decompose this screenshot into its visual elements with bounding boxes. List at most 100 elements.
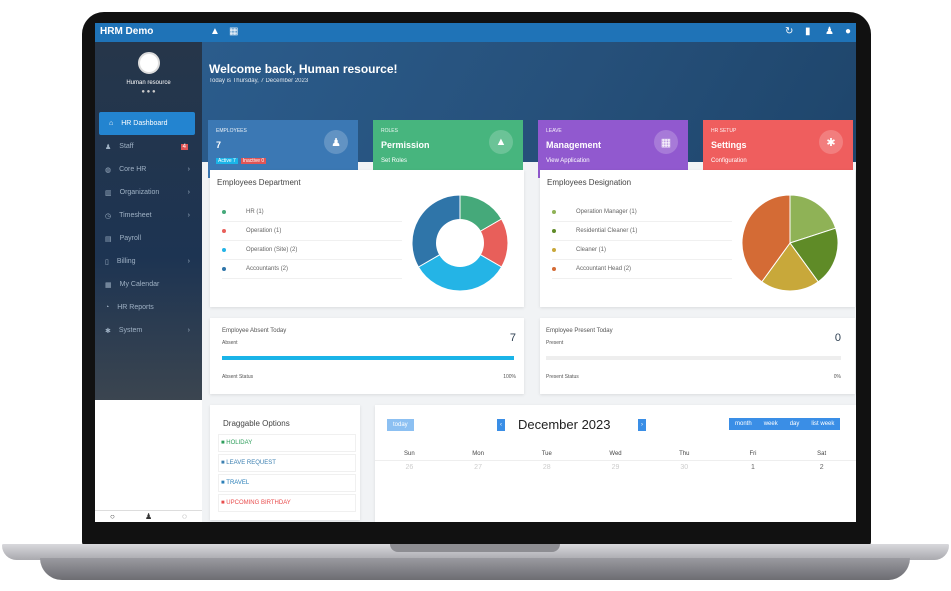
present-count: 0: [834, 332, 841, 344]
prev-month-button[interactable]: ‹: [497, 419, 505, 431]
weekday-label: Sat: [817, 451, 827, 457]
sidebar-item-staff[interactable]: ♟ Staff 4: [95, 135, 202, 158]
legend-item: Cleaner (1): [552, 241, 732, 260]
welcome-title: Welcome back, Human resource!: [209, 62, 398, 76]
next-month-button[interactable]: ›: [638, 419, 646, 431]
summary-card-1[interactable]: ROLES Permission Set Roles ▲: [373, 120, 523, 178]
draggable-event[interactable]: ■ UPCOMING BIRTHDAY: [218, 494, 356, 512]
sidebar: Human resource ● ● ● ⌂ HR Dashboard ♟ Staff…: [95, 42, 202, 400]
sidebar-item-organization[interactable]: ▥ Organization ›: [95, 181, 202, 204]
calendar-day[interactable]: 27: [474, 464, 482, 471]
summary-card-0[interactable]: EMPLOYEES 7 Active 7 Inactive 0 ♟: [208, 120, 358, 178]
calendar-month-title: December 2023: [518, 417, 611, 432]
slice-accountant-head[interactable]: [741, 194, 791, 283]
sidebar-item-my-calendar[interactable]: ▦ My Calendar: [95, 273, 202, 296]
calendar-icon: ▦: [654, 130, 678, 154]
draggable-event[interactable]: ■ LEAVE REQUEST: [218, 454, 356, 472]
card-value: 7: [216, 140, 222, 150]
gear-icon: ✱: [819, 130, 843, 154]
legend-label: Cleaner (1): [576, 247, 607, 253]
sidebar-item-system[interactable]: ✱ System ›: [95, 319, 202, 342]
present-status: Present Status: [546, 374, 579, 380]
lock-icon[interactable]: ▮: [805, 26, 811, 37]
event-icon: ■: [221, 440, 227, 446]
slice-operation-manager[interactable]: [789, 194, 837, 244]
sidebar-item-hr-dashboard[interactable]: ⌂ HR Dashboard: [99, 112, 195, 135]
sidebar-item-hr-reports[interactable]: ◔ HR Reports: [95, 296, 202, 319]
settings-icon[interactable]: ○: [110, 512, 115, 521]
event-label: LEAVE REQUEST: [226, 460, 276, 466]
sidebar-item-label: HR Reports: [117, 304, 154, 311]
slice-residential-cleaner[interactable]: [789, 227, 839, 283]
view-week[interactable]: week: [757, 418, 784, 430]
card-badges: Active 7 Inactive 0: [216, 158, 350, 164]
present-percent: 0%: [833, 374, 841, 380]
slice-cleaner[interactable]: [761, 242, 819, 292]
legend-dot: [222, 248, 226, 252]
bell-icon[interactable]: ▲: [210, 26, 220, 37]
calendar-day[interactable]: 26: [405, 464, 414, 471]
sidebar-item-payroll[interactable]: ▤ Payroll: [95, 227, 202, 250]
view-month[interactable]: month: [729, 418, 758, 430]
app-title[interactable]: HRM Demo: [100, 26, 154, 37]
lock-icon: ▲: [489, 130, 513, 154]
absent-title: Employee Absent Today: [222, 328, 287, 334]
grid-icon[interactable]: ▦: [229, 26, 239, 37]
gear-icon: ✱: [105, 327, 111, 335]
chevron-right-icon: ›: [187, 327, 190, 334]
sidebar-item-billing[interactable]: ▯ Billing ›: [95, 250, 202, 273]
event-icon: ■: [221, 480, 227, 486]
weekday-label: Mon: [472, 451, 484, 457]
card-label: HR SETUP: [711, 128, 737, 134]
user-status-icons: ● ● ●: [141, 89, 156, 95]
calendar-day[interactable]: 29: [611, 464, 620, 471]
calendar-day[interactable]: 28: [542, 464, 551, 471]
event-icon: ■: [221, 460, 227, 466]
sidebar-item-label: My Calendar: [119, 281, 160, 288]
calendar-day[interactable]: 1: [751, 464, 755, 471]
profile-icon[interactable]: ♟: [144, 512, 153, 521]
event-icon: ■: [221, 500, 227, 506]
user-icon: ♟: [105, 143, 112, 151]
building-icon: ▥: [105, 189, 112, 197]
present-sub: Present: [546, 340, 564, 346]
user-icon[interactable]: ♟: [825, 26, 834, 37]
count-badge: 4: [180, 143, 188, 150]
logout-icon[interactable]: ◌: [182, 512, 187, 521]
sidebar-item-timesheet[interactable]: ◷ Timesheet ›: [95, 204, 202, 227]
sidebar-item-label: Timesheet: [119, 212, 152, 219]
refresh-icon[interactable]: ↻: [785, 26, 794, 37]
laptop-notch: [390, 544, 560, 552]
legend-item: Operation (Site) (2): [222, 241, 402, 260]
today-button[interactable]: today: [387, 419, 414, 431]
draggable-event[interactable]: ■ HOLIDAY: [218, 434, 356, 452]
summary-card-2[interactable]: LEAVE Management View Application ▦: [538, 120, 688, 178]
donut-hole: [436, 219, 484, 267]
sidebar-item-core-hr[interactable]: ◍ Core HR ›: [95, 158, 202, 181]
user-name: Human resource: [126, 80, 171, 86]
legend-label: Residential Cleaner (1): [576, 228, 638, 234]
legend-item: Operation Manager (1): [552, 203, 732, 222]
calendar-day[interactable]: 2: [819, 464, 824, 471]
calendar-day[interactable]: 30: [680, 464, 689, 471]
sidebar-footer: ○ ♟ ◌: [95, 510, 202, 522]
laptop-base: [2, 544, 949, 560]
employees-designation-panel: Employees Designation Operation Manager …: [540, 170, 855, 307]
top-bar: HRM Demo ▲ ▦ ↻ ▮ ♟ ●: [95, 23, 856, 42]
draggable-event[interactable]: ■ TRAVEL: [218, 474, 356, 492]
legend-label: Accountants (2): [246, 266, 289, 272]
present-today-panel: Employee Present Today Present 0 Present…: [540, 318, 855, 394]
file-icon: ▯: [105, 258, 109, 266]
avatar[interactable]: [137, 52, 160, 74]
view-list-week[interactable]: list week: [805, 418, 841, 430]
card-sub: View Application: [546, 158, 590, 164]
legend-item: Accountant Head (2): [552, 260, 732, 279]
summary-card-3[interactable]: HR SETUP Settings Configuration ✱: [703, 120, 853, 178]
calendar-week-row: 26 27 28 29 30 1 2: [375, 464, 856, 471]
view-day[interactable]: day: [783, 418, 806, 430]
sidebar-item-label: Billing: [116, 258, 136, 265]
absent-status: Absent Status: [222, 374, 254, 380]
screen: HRM Demo ▲ ▦ ↻ ▮ ♟ ● Human resource ● ● …: [95, 23, 856, 522]
chevron-right-icon: ›: [187, 212, 190, 219]
power-icon[interactable]: ●: [845, 26, 852, 37]
